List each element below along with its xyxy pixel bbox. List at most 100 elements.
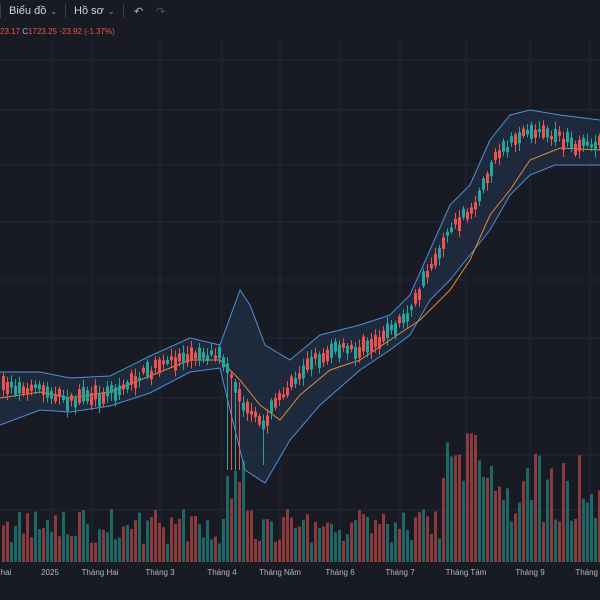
candle-body <box>310 356 313 370</box>
candle-body <box>502 141 505 152</box>
candle-body <box>482 178 485 190</box>
candle-body <box>366 340 369 353</box>
volume-bar <box>134 520 137 562</box>
x-axis-tick-label: Tháng 7 <box>385 568 415 577</box>
candle-body <box>474 202 477 210</box>
toolbar-divider <box>65 4 67 18</box>
chart-menu-button[interactable]: Biểu đồ ⌄ <box>1 0 65 22</box>
candle-body <box>74 398 77 408</box>
candle-body <box>578 140 581 152</box>
volume-bar <box>386 524 389 562</box>
candle-body <box>130 373 133 385</box>
volume-bar <box>174 523 177 562</box>
candle-body <box>262 420 265 430</box>
candle-body <box>362 336 365 352</box>
volume-bar <box>82 510 85 562</box>
x-axis-tick-label: Tháng 4 <box>207 568 237 577</box>
volume-bar <box>102 529 105 562</box>
candle-body <box>110 384 113 394</box>
candle-body <box>314 353 317 359</box>
profile-menu-button[interactable]: Hồ sơ ⌄ <box>66 0 123 22</box>
candle-body <box>330 343 333 358</box>
volume-bar <box>46 519 49 562</box>
candle-body <box>122 384 125 390</box>
redo-button[interactable]: ↷ <box>154 0 176 22</box>
volume-bar <box>446 442 449 562</box>
candle-body <box>426 271 429 278</box>
candle-body <box>342 343 345 348</box>
volume-bar <box>122 526 125 562</box>
x-axis-tick-label: Tháng 3 <box>145 568 175 577</box>
candle-body <box>434 253 437 266</box>
candle-body <box>498 150 501 159</box>
candle-body <box>90 392 93 406</box>
candle-body <box>222 357 225 368</box>
volume-bar <box>506 488 509 562</box>
candle-body <box>10 381 13 388</box>
candlesticks <box>2 120 600 470</box>
volume-bar <box>54 515 57 562</box>
volume-bar <box>426 516 429 562</box>
candle-body <box>566 131 569 143</box>
volume-bar <box>518 502 521 562</box>
volume-bar <box>286 509 289 562</box>
candle-body <box>306 358 309 371</box>
volume-bar <box>218 543 221 562</box>
candle-body <box>286 387 289 396</box>
volume-bar <box>502 499 505 562</box>
candle-body <box>478 190 481 202</box>
candle-body <box>462 208 465 218</box>
candle-body <box>302 365 305 379</box>
candle-body <box>198 347 201 360</box>
candle-body <box>562 138 565 151</box>
candle-body <box>470 207 473 214</box>
undo-button[interactable]: ↶ <box>124 0 154 22</box>
volume-bar <box>70 535 73 562</box>
candle-body <box>162 360 165 365</box>
volume-bar <box>278 539 281 562</box>
volume-bar <box>334 532 337 562</box>
volume-bar <box>474 434 477 562</box>
volume-bar <box>394 522 397 562</box>
volume-bar <box>262 519 265 562</box>
volume-bar <box>294 527 297 562</box>
volume-bar <box>118 537 121 562</box>
candle-body <box>94 385 97 400</box>
candle-body <box>318 354 321 368</box>
volume-bar <box>494 490 497 562</box>
volume-bar <box>586 502 589 562</box>
candle-body <box>214 355 217 359</box>
candle-body <box>22 386 25 394</box>
volume-bar <box>570 520 573 562</box>
volume-bar <box>146 520 149 562</box>
volume-bar <box>466 433 469 562</box>
candle-body <box>414 292 417 304</box>
volume-bar <box>542 521 545 562</box>
volume-bar <box>554 519 557 562</box>
candle-body <box>442 237 445 249</box>
candle-body <box>378 337 381 349</box>
volume-bar <box>374 520 377 562</box>
candle-body <box>558 131 561 136</box>
candle-body <box>58 388 61 397</box>
change-value: -23.92 (-1.37%) <box>59 27 115 36</box>
volume-bar <box>62 511 65 562</box>
volume-bar <box>342 540 345 562</box>
volume-bar <box>442 477 445 562</box>
candle-body <box>190 347 193 361</box>
volume-bar <box>458 454 461 562</box>
volume-bar <box>578 455 581 562</box>
volume-bar <box>230 498 233 562</box>
volume-bar <box>434 511 437 562</box>
candle-body <box>14 385 17 395</box>
volume-bar <box>522 481 525 562</box>
volume-bar <box>142 543 145 562</box>
candle-body <box>170 356 173 361</box>
volume-bar <box>410 540 413 562</box>
candle-body <box>446 231 449 236</box>
volume-bar <box>94 542 97 562</box>
candle-body <box>102 391 105 404</box>
volume-bar <box>242 460 245 562</box>
volume-bar <box>210 539 213 562</box>
